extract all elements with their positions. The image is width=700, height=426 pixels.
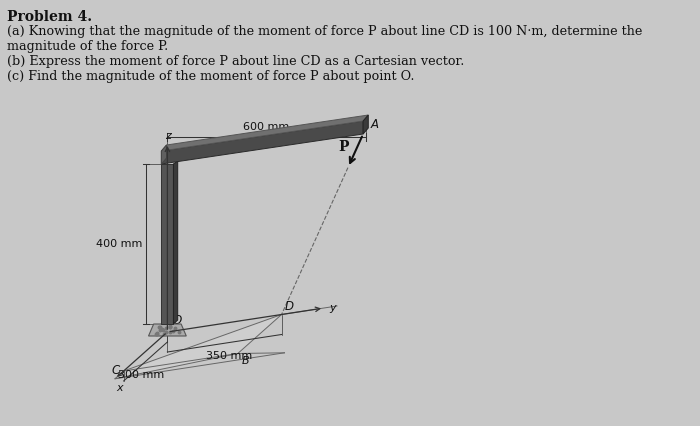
Polygon shape xyxy=(148,324,186,336)
Text: O: O xyxy=(173,314,182,327)
Polygon shape xyxy=(363,115,368,134)
Text: 600 mm: 600 mm xyxy=(244,122,290,132)
Text: Problem 4.: Problem 4. xyxy=(7,10,92,24)
Polygon shape xyxy=(115,314,281,379)
Polygon shape xyxy=(162,121,363,164)
Polygon shape xyxy=(162,164,174,324)
Text: P: P xyxy=(338,140,349,154)
Text: (a) Knowing that the magnitude of the moment of force P about line CD is 100 N·m: (a) Knowing that the magnitude of the mo… xyxy=(7,25,642,38)
Text: x: x xyxy=(117,383,123,393)
Text: z: z xyxy=(165,131,172,141)
Text: C: C xyxy=(112,365,120,377)
Polygon shape xyxy=(162,145,167,164)
Polygon shape xyxy=(174,161,178,324)
Text: y: y xyxy=(329,303,336,313)
Text: (b) Express the moment of force P about line CD as a Cartesian vector.: (b) Express the moment of force P about … xyxy=(7,55,464,68)
Text: A: A xyxy=(371,118,379,132)
Text: 300 mm: 300 mm xyxy=(118,371,164,380)
Text: (c) Find the magnitude of the moment of force P about point O.: (c) Find the magnitude of the moment of … xyxy=(7,70,414,83)
Text: magnitude of the force P.: magnitude of the force P. xyxy=(7,40,168,53)
Text: 350 mm: 350 mm xyxy=(206,351,252,361)
Polygon shape xyxy=(162,115,368,151)
Text: B: B xyxy=(241,357,249,366)
Text: 400 mm: 400 mm xyxy=(96,239,143,249)
Text: D: D xyxy=(285,299,294,313)
